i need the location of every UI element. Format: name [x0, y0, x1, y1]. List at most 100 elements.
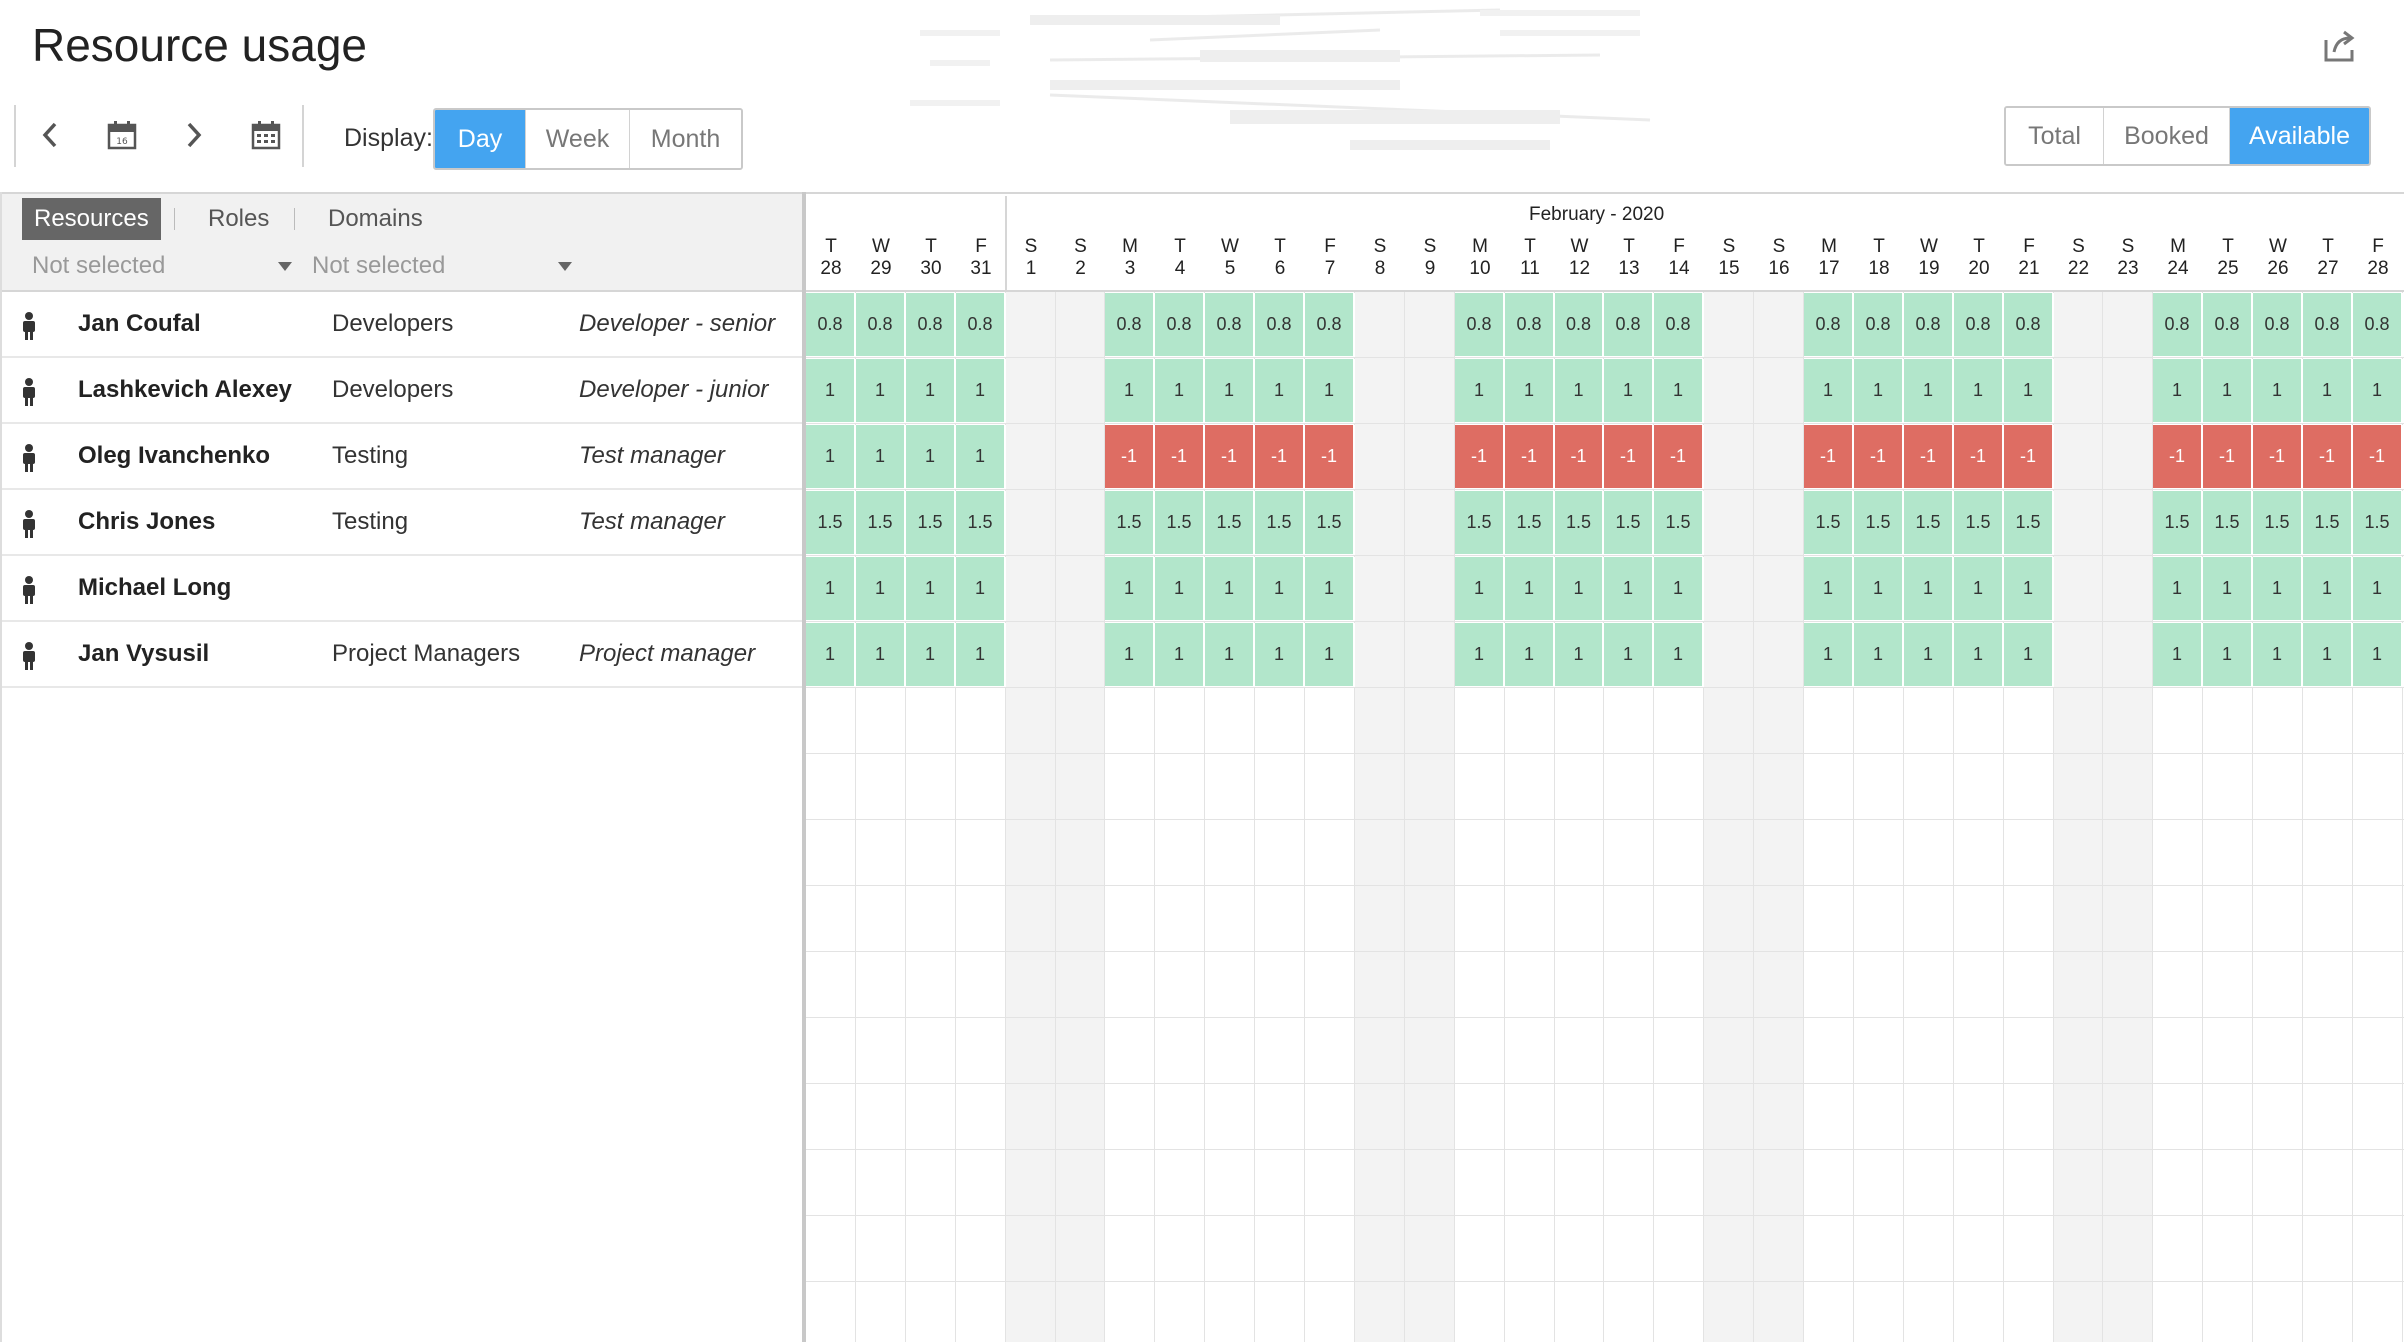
available-cell[interactable]: 1.5: [1804, 491, 1854, 555]
available-cell[interactable]: 0.8: [2004, 293, 2054, 357]
available-cell[interactable]: 1: [1804, 623, 1854, 687]
resource-row[interactable]: Jan Vysusil Project Managers Project manag…: [2, 622, 804, 688]
available-cell[interactable]: 1: [2353, 623, 2403, 687]
resource-row[interactable]: Michael Long: [2, 556, 804, 622]
overbooked-cell[interactable]: -1: [2153, 425, 2203, 489]
available-cell[interactable]: 1: [1604, 623, 1654, 687]
domain-filter-select[interactable]: Not selected: [312, 248, 572, 284]
available-cell[interactable]: 1: [1205, 557, 1255, 621]
available-cell[interactable]: 1: [906, 359, 956, 423]
available-cell[interactable]: 1: [1904, 623, 1954, 687]
resource-row[interactable]: Oleg Ivanchenko Testing Test manager: [2, 424, 804, 490]
available-cell[interactable]: 1: [1105, 557, 1155, 621]
available-cell[interactable]: 1: [2004, 359, 2054, 423]
available-cell[interactable]: 0.8: [2153, 293, 2203, 357]
available-cell[interactable]: 1: [1505, 359, 1555, 423]
available-cell[interactable]: 1: [1305, 557, 1355, 621]
display-month-button[interactable]: Month: [630, 110, 741, 168]
previous-button[interactable]: [30, 112, 70, 158]
available-cell[interactable]: 1.5: [806, 491, 856, 555]
share-icon[interactable]: [2322, 28, 2358, 64]
available-cell[interactable]: 1.5: [1505, 491, 1555, 555]
available-cell[interactable]: 1: [1854, 557, 1904, 621]
available-cell[interactable]: 1: [1804, 359, 1854, 423]
available-cell[interactable]: 1: [2004, 557, 2054, 621]
tab-resources[interactable]: Resources: [22, 198, 161, 240]
available-cell[interactable]: 1: [1954, 359, 2004, 423]
available-cell[interactable]: 1: [1255, 359, 1305, 423]
overbooked-cell[interactable]: -1: [1455, 425, 1505, 489]
available-cell[interactable]: 1.5: [1455, 491, 1505, 555]
available-cell[interactable]: 1: [2253, 557, 2303, 621]
available-cell[interactable]: 1: [806, 359, 856, 423]
available-cell[interactable]: 1: [1155, 557, 1205, 621]
available-cell[interactable]: 0.8: [1954, 293, 2004, 357]
available-cell[interactable]: 0.8: [806, 293, 856, 357]
available-cell[interactable]: 0.8: [1155, 293, 1205, 357]
available-cell[interactable]: 1.5: [856, 491, 906, 555]
available-cell[interactable]: 1: [2353, 557, 2403, 621]
overbooked-cell[interactable]: -1: [1604, 425, 1654, 489]
available-cell[interactable]: 1.5: [906, 491, 956, 555]
available-cell[interactable]: 1: [1205, 359, 1255, 423]
available-cell[interactable]: 1.5: [2153, 491, 2203, 555]
available-cell[interactable]: 1: [956, 425, 1006, 489]
available-cell[interactable]: 1: [2253, 623, 2303, 687]
panel-splitter[interactable]: [802, 192, 806, 1342]
available-cell[interactable]: 1: [1305, 623, 1355, 687]
available-cell[interactable]: 1: [1854, 623, 1904, 687]
available-cell[interactable]: 1: [2303, 557, 2353, 621]
overbooked-cell[interactable]: -1: [1804, 425, 1854, 489]
available-cell[interactable]: 1.5: [2303, 491, 2353, 555]
overbooked-cell[interactable]: -1: [2004, 425, 2054, 489]
available-cell[interactable]: 0.8: [2353, 293, 2403, 357]
available-cell[interactable]: 0.8: [1505, 293, 1555, 357]
available-cell[interactable]: 1.5: [2353, 491, 2403, 555]
available-cell[interactable]: 1: [2203, 623, 2253, 687]
mode-available-button[interactable]: Available: [2230, 108, 2369, 164]
available-cell[interactable]: 1.5: [956, 491, 1006, 555]
overbooked-cell[interactable]: -1: [1954, 425, 2004, 489]
available-cell[interactable]: 1: [956, 623, 1006, 687]
available-cell[interactable]: 1: [1455, 623, 1505, 687]
next-button[interactable]: [174, 112, 214, 158]
available-cell[interactable]: 1: [856, 557, 906, 621]
available-cell[interactable]: 1: [1654, 623, 1704, 687]
available-cell[interactable]: 1: [1604, 557, 1654, 621]
overbooked-cell[interactable]: -1: [1854, 425, 1904, 489]
available-cell[interactable]: 1: [956, 359, 1006, 423]
available-cell[interactable]: 1: [1555, 359, 1604, 423]
available-cell[interactable]: 0.8: [1904, 293, 1954, 357]
available-cell[interactable]: 1: [2153, 557, 2203, 621]
tab-domains[interactable]: Domains: [328, 205, 423, 232]
available-cell[interactable]: 1: [806, 557, 856, 621]
available-cell[interactable]: 0.8: [1105, 293, 1155, 357]
available-cell[interactable]: 1.5: [1305, 491, 1355, 555]
tab-roles[interactable]: Roles: [208, 205, 270, 232]
overbooked-cell[interactable]: -1: [2203, 425, 2253, 489]
role-filter-select[interactable]: Not selected: [32, 248, 292, 284]
available-cell[interactable]: 0.8: [1654, 293, 1704, 357]
overbooked-cell[interactable]: -1: [1155, 425, 1205, 489]
available-cell[interactable]: 1: [2004, 623, 2054, 687]
available-cell[interactable]: 0.8: [1604, 293, 1654, 357]
available-cell[interactable]: 1: [1804, 557, 1854, 621]
available-cell[interactable]: 1.5: [1604, 491, 1654, 555]
available-cell[interactable]: 1.5: [1155, 491, 1205, 555]
available-cell[interactable]: 1: [1155, 623, 1205, 687]
available-cell[interactable]: 1: [1105, 359, 1155, 423]
available-cell[interactable]: 1: [1505, 557, 1555, 621]
available-cell[interactable]: 1: [856, 425, 906, 489]
today-button[interactable]: 16: [102, 112, 142, 158]
available-cell[interactable]: 1: [2253, 359, 2303, 423]
available-cell[interactable]: 0.8: [2253, 293, 2303, 357]
available-cell[interactable]: 0.8: [1555, 293, 1604, 357]
overbooked-cell[interactable]: -1: [2303, 425, 2353, 489]
available-cell[interactable]: 0.8: [2303, 293, 2353, 357]
available-cell[interactable]: 1: [1505, 623, 1555, 687]
available-cell[interactable]: 1: [1255, 623, 1305, 687]
available-cell[interactable]: 0.8: [906, 293, 956, 357]
available-cell[interactable]: 1: [1105, 623, 1155, 687]
resource-row[interactable]: Jan Coufal Developers Developer - senior: [2, 292, 804, 358]
available-cell[interactable]: 1.5: [2203, 491, 2253, 555]
